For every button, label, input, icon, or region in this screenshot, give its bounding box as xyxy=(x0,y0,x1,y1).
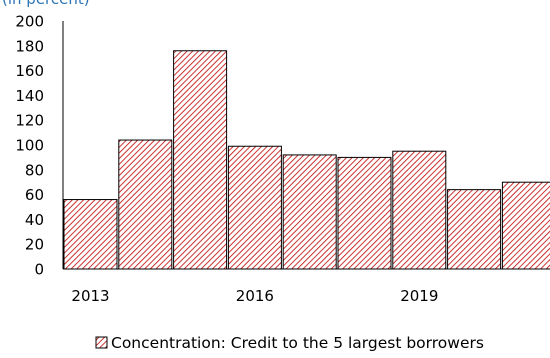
y-tick-label: 20 xyxy=(25,236,44,254)
y-tick-label: 0 xyxy=(34,261,44,279)
bar xyxy=(447,189,502,270)
x-tick-label: 2019 xyxy=(400,287,438,305)
y-tick-label: 80 xyxy=(25,161,44,179)
y-tick-label: 180 xyxy=(15,37,44,55)
bar xyxy=(337,156,392,270)
bar xyxy=(392,150,447,270)
y-tick-label: 200 xyxy=(15,13,44,31)
y-tick-label: 160 xyxy=(15,62,44,80)
bar xyxy=(227,145,282,270)
chart-subtitle: (in percent) xyxy=(2,0,90,8)
y-tick-label: 60 xyxy=(25,186,44,204)
x-tick-label: 2016 xyxy=(236,287,274,305)
legend-label: Concentration: Credit to the 5 largest b… xyxy=(111,334,484,352)
bar xyxy=(173,50,228,270)
bar xyxy=(282,154,337,270)
bar xyxy=(501,181,550,270)
y-tick-label: 120 xyxy=(15,112,44,130)
x-axis-tick-labels: 2013 2016 2019 xyxy=(71,287,438,305)
x-tick-label: 2013 xyxy=(71,287,109,305)
bar xyxy=(63,199,118,270)
bar xyxy=(118,139,173,270)
y-tick-label: 40 xyxy=(25,211,44,229)
legend: Concentration: Credit to the 5 largest b… xyxy=(95,334,484,352)
y-axis-tick-labels: 0 20 40 60 80 100 120 140 160 180 200 xyxy=(15,13,44,279)
legend-swatch xyxy=(95,336,108,349)
bar-series xyxy=(63,50,550,270)
y-tick-label: 140 xyxy=(15,87,44,105)
y-tick-label: 100 xyxy=(15,137,44,155)
